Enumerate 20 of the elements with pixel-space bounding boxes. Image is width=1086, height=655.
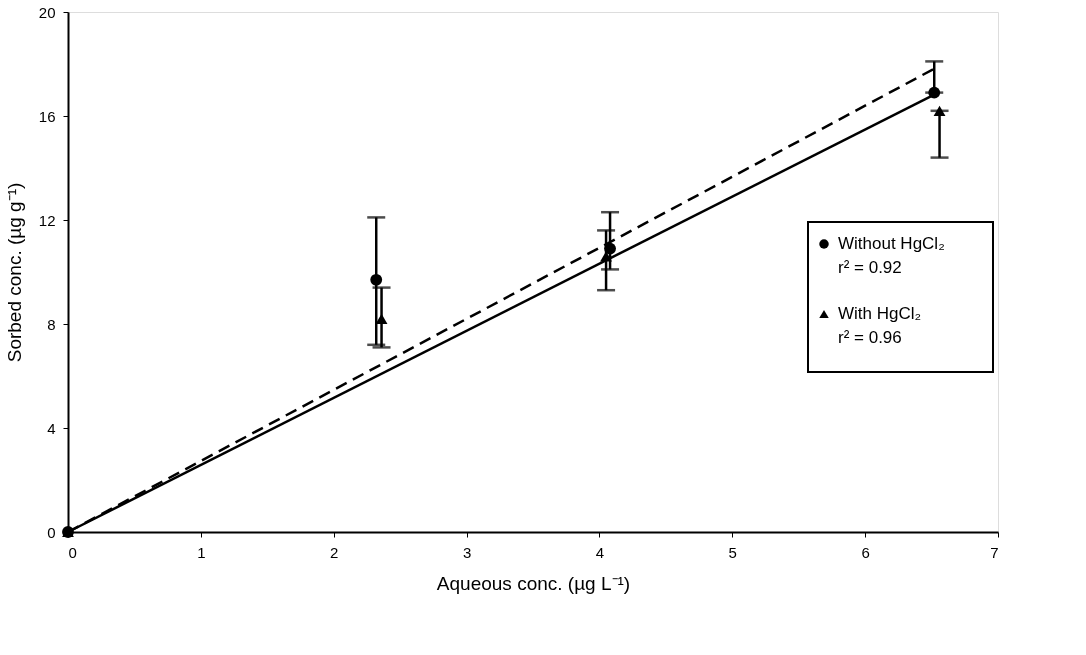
annotation: r² = 0.92 bbox=[838, 258, 902, 277]
x-tick-label: 0 bbox=[68, 543, 77, 561]
legend-label: Without HgCl₂ bbox=[838, 234, 945, 253]
y-tick-label: 0 bbox=[47, 523, 56, 541]
x-tick-label: 6 bbox=[861, 543, 870, 561]
x-tick-label: 5 bbox=[728, 543, 737, 561]
legend-label: With HgCl₂ bbox=[838, 304, 922, 323]
y-tick-label: 20 bbox=[38, 3, 56, 21]
y-tick-label: 8 bbox=[47, 315, 56, 333]
x-tick-label: 4 bbox=[595, 543, 605, 561]
x-tick-label: 3 bbox=[462, 543, 472, 561]
y-tick-label: 4 bbox=[47, 419, 56, 437]
x-tick-label: 2 bbox=[330, 543, 339, 561]
y-tick-label: 12 bbox=[38, 211, 56, 229]
y-axis-title: Sorbed conc. (µg g⁻¹) bbox=[3, 182, 25, 363]
annotation: r² = 0.96 bbox=[838, 328, 902, 347]
y-tick-label: 16 bbox=[38, 107, 56, 125]
x-axis-title: Aqueous conc. (µg L⁻¹) bbox=[436, 572, 631, 594]
x-tick-label: 1 bbox=[197, 543, 206, 561]
x-tick-label: 7 bbox=[990, 543, 999, 561]
